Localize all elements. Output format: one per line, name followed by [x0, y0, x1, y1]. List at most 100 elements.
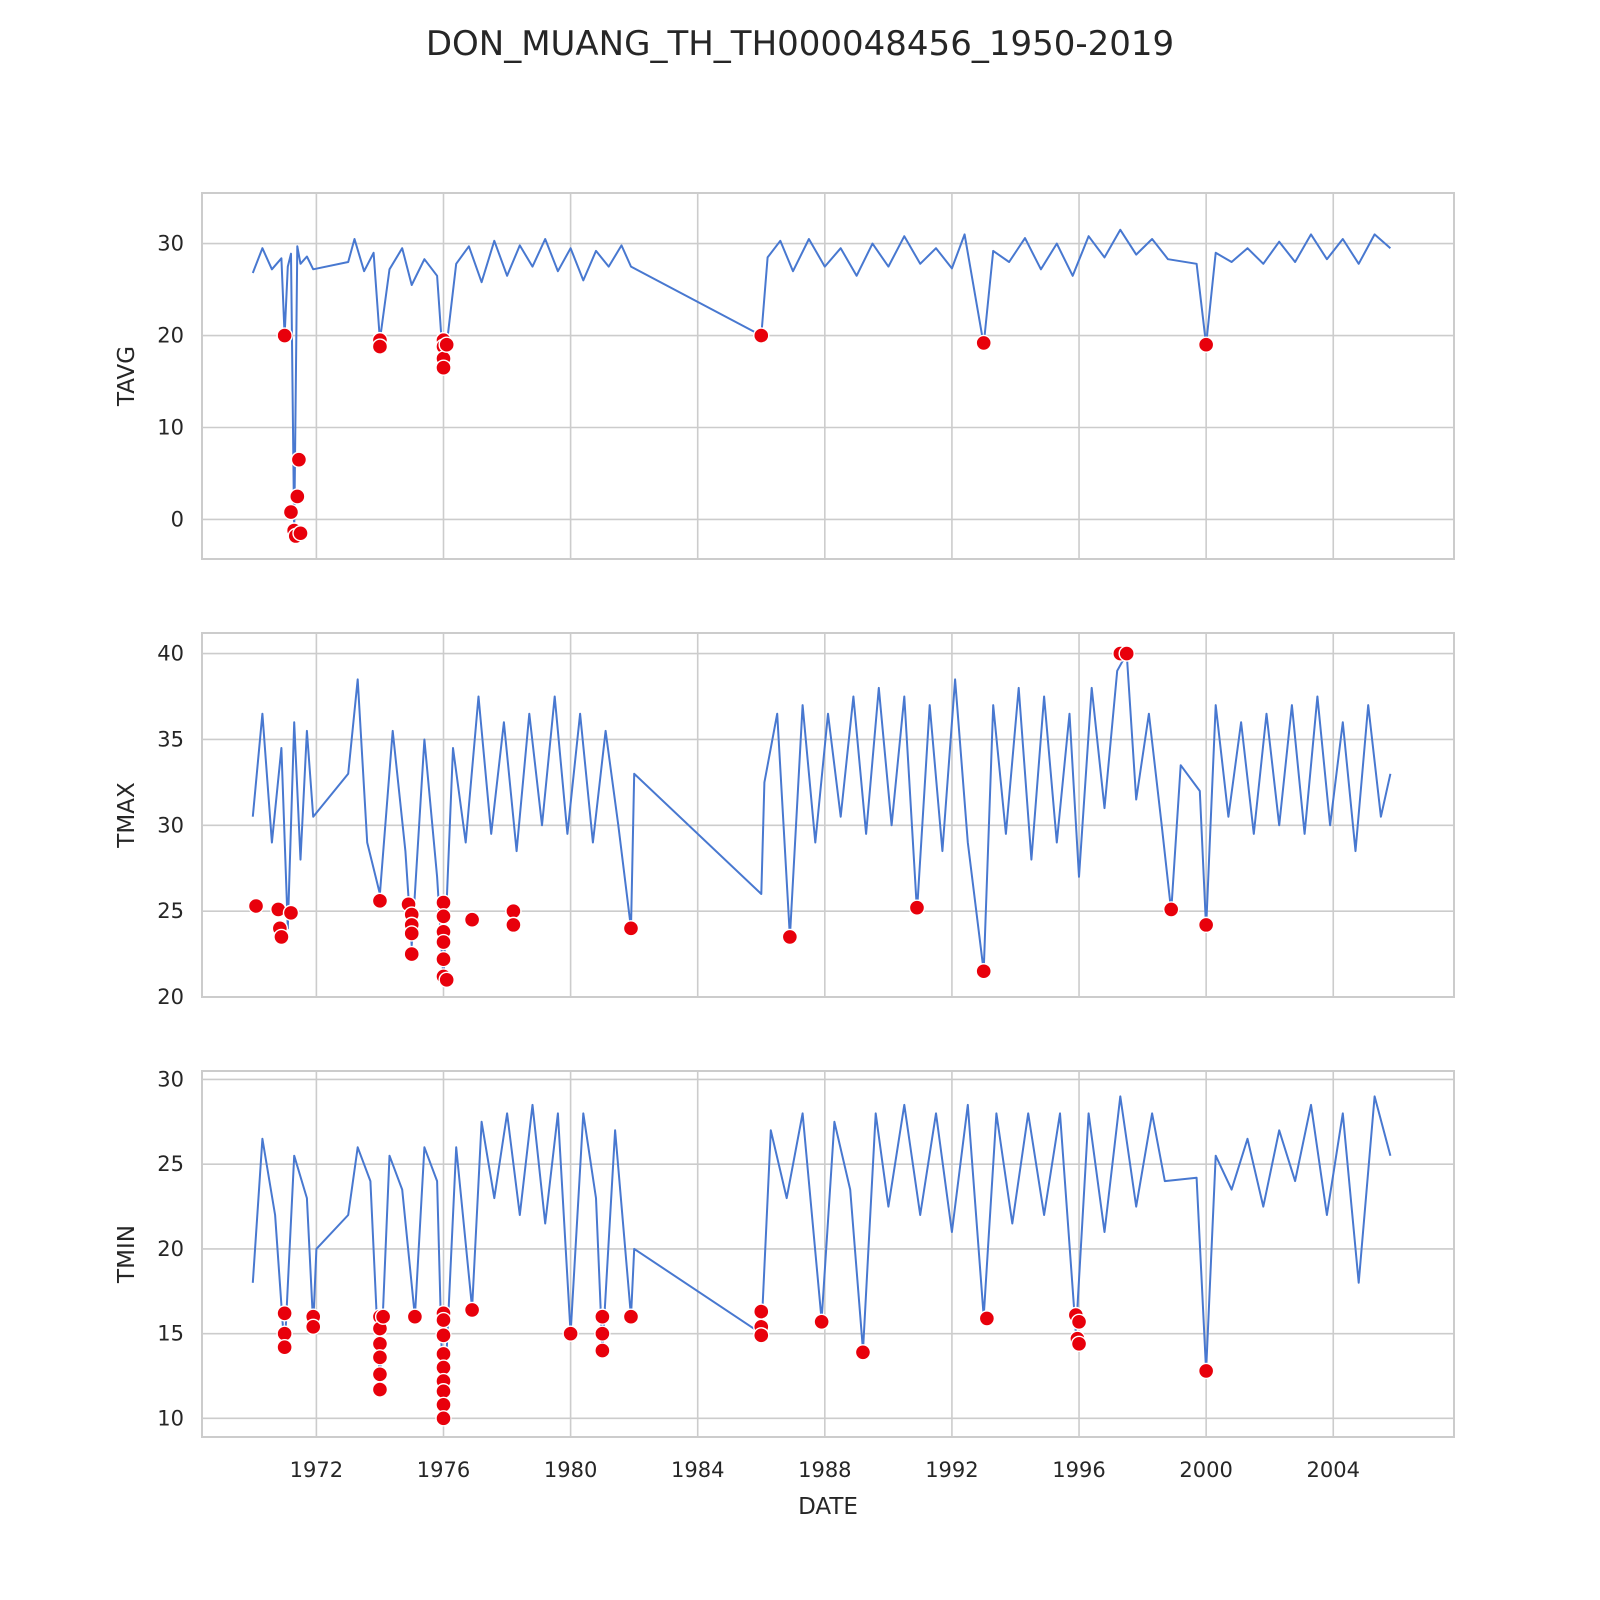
outlier-point [463, 1301, 481, 1319]
y-tick-label: 20 [157, 985, 184, 1009]
outlier-point [594, 1325, 611, 1342]
outlier-point [908, 899, 926, 916]
figure-title: DON_MUANG_TH_TH000048456_1950-2019 [425, 24, 1175, 64]
series-line [251, 228, 1392, 535]
outlier-point [435, 894, 452, 911]
y-tick-label: 40 [157, 642, 184, 666]
plot-frame [201, 1070, 1455, 1438]
y-tick-label: 20 [157, 1237, 184, 1261]
y-tick-label: 25 [157, 899, 184, 923]
outlier-point [403, 925, 420, 942]
y-tick-label: 30 [157, 232, 184, 256]
x-tick-label: 1976 [417, 1458, 470, 1482]
x-tick-label: 2004 [1307, 1458, 1360, 1482]
plot-area [202, 193, 1454, 559]
outlier-point [371, 1366, 389, 1383]
outlier-point [371, 1381, 389, 1398]
x-tick-label: 1972 [290, 1458, 343, 1482]
x-tick-label: 2000 [1179, 1458, 1232, 1482]
chart-panel-tmax: 20 25 30 35 40 TMAX [114, 632, 1455, 1009]
outlier-point [371, 338, 389, 355]
outlier-point [505, 916, 522, 934]
outlier-point [305, 1318, 322, 1336]
outlier-point [1197, 916, 1215, 934]
y-axis-label: TMIN [114, 1225, 140, 1284]
outlier-point [292, 525, 309, 542]
outlier-point [854, 1344, 872, 1361]
x-tick-label: 1980 [544, 1458, 597, 1482]
outlier-point [435, 1345, 452, 1363]
outlier-point [276, 1338, 293, 1356]
outlier-point [435, 908, 452, 925]
outlier-point [273, 928, 290, 946]
outlier-point [435, 1359, 452, 1376]
y-tick-label: 10 [157, 415, 184, 439]
outlier-point [276, 327, 293, 344]
outlier-point [781, 928, 799, 946]
outlier-point [371, 1335, 389, 1353]
outlier-point [753, 1303, 770, 1320]
outlier-point [435, 933, 452, 951]
outlier-point [1162, 901, 1180, 918]
outlier-point [1197, 336, 1215, 353]
outlier-point [622, 1308, 640, 1325]
outlier-point [435, 359, 452, 376]
x-axis-label: DATE [798, 1494, 858, 1520]
outlier-point [435, 1396, 452, 1414]
y-tick-label: 10 [157, 1406, 184, 1430]
outlier-point [978, 1310, 996, 1327]
outlier-point [463, 911, 481, 928]
outlier-point [1070, 1313, 1088, 1330]
outlier-point [374, 1308, 392, 1325]
outlier-point [1070, 1335, 1088, 1353]
outlier-point [562, 1325, 579, 1342]
outlier-point [276, 1325, 293, 1342]
outlier-point [282, 503, 300, 521]
x-tick-label: 1988 [798, 1458, 851, 1482]
outlier-point [753, 327, 770, 344]
outlier-point [435, 951, 452, 968]
chart-panel-tmin: 10 15 20 25 30 1972 1976 1980 1984 1988 1992 1996 20… [114, 1067, 1455, 1520]
plot-frame [201, 192, 1455, 560]
outlier-point [435, 1327, 452, 1344]
outlier-point [276, 1305, 293, 1322]
y-tick-label: 25 [157, 1152, 184, 1176]
x-tick-label: 1996 [1052, 1458, 1105, 1482]
outlier-point [406, 1308, 424, 1325]
chart-panel-tavg: 0 10 20 30 TAVG [114, 192, 1455, 560]
x-tick-label: 1992 [925, 1458, 978, 1482]
outlier-point [289, 488, 306, 505]
outlier-point [247, 897, 265, 915]
y-tick-label: 30 [157, 813, 184, 837]
y-tick-label: 35 [157, 727, 184, 751]
y-axis-label: TMAX [114, 782, 140, 849]
outlier-point [438, 336, 455, 353]
outlier-point [505, 902, 522, 920]
plot-area [202, 633, 1454, 997]
plot-frame [201, 632, 1455, 998]
x-tick-label: 1984 [671, 1458, 724, 1482]
y-tick-label: 30 [157, 1067, 184, 1091]
y-axis-label: TAVG [114, 346, 140, 407]
outlier-point [435, 1311, 452, 1329]
outlier-point [1118, 645, 1135, 662]
outlier-point [290, 451, 308, 468]
outlier-point [1197, 1362, 1215, 1380]
outlier-point [438, 971, 455, 989]
plot-area [202, 1071, 1454, 1437]
outlier-point [594, 1342, 611, 1359]
outlier-point [813, 1313, 830, 1330]
outlier-point [403, 945, 420, 963]
outlier-point [753, 1327, 770, 1344]
outlier-point [435, 1383, 452, 1400]
y-tick-label: 0 [171, 507, 184, 531]
outlier-point [975, 334, 992, 352]
outlier-point [371, 1349, 389, 1366]
outlier-point [975, 963, 992, 980]
y-tick-label: 20 [157, 324, 184, 348]
series-line [251, 1095, 1392, 1420]
outlier-point [622, 920, 640, 937]
y-tick-label: 15 [157, 1322, 184, 1346]
